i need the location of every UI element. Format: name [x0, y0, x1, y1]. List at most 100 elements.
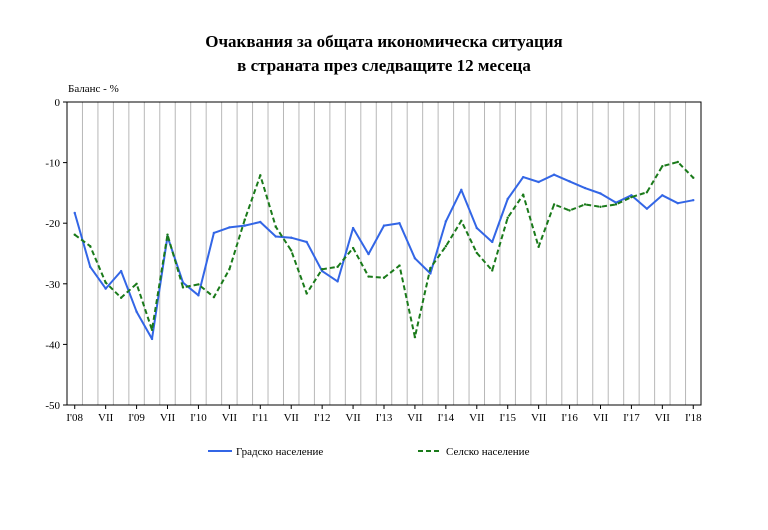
x-tick-label: I'15	[499, 412, 516, 424]
series-line-rural	[74, 161, 695, 339]
data-point-rural	[661, 165, 664, 168]
data-point-urban	[429, 272, 432, 275]
data-point-urban	[367, 252, 370, 256]
legend-label-rural: Селско население	[446, 446, 530, 458]
data-point-rural	[119, 296, 123, 299]
y-tick-label: -20	[45, 218, 60, 230]
data-point-rural	[692, 176, 695, 179]
x-tick-label: I'13	[376, 412, 393, 424]
x-axis: I'08 VII I'09 VII I'10 VII I'11 VII I'12 VII I'13 V…	[66, 405, 702, 424]
data-point-urban	[243, 224, 247, 227]
data-point-rural	[506, 216, 509, 219]
x-tick-label: VII	[222, 412, 238, 424]
x-tick-label: I'12	[314, 412, 331, 424]
legend: Градско население Селско население	[208, 446, 530, 458]
data-point-rural	[228, 268, 231, 271]
data-point-urban	[413, 257, 417, 260]
data-point-rural	[243, 218, 247, 221]
data-point-urban	[104, 287, 107, 290]
x-tick-label: VII	[655, 412, 671, 424]
x-tick-label: VII	[531, 412, 547, 424]
data-point-urban	[444, 220, 448, 223]
x-tick-label: VII	[407, 412, 423, 424]
y-tick-label: -10	[45, 158, 60, 170]
data-point-urban	[259, 220, 262, 224]
data-point-rural	[367, 275, 370, 278]
data-point-rural	[166, 233, 169, 236]
data-point-urban	[351, 226, 355, 230]
data-point-urban	[661, 194, 664, 197]
data-point-rural	[88, 245, 92, 248]
y-tick-label: -30	[45, 279, 60, 291]
data-point-urban	[336, 280, 339, 283]
data-point-rural	[537, 245, 540, 249]
chart-title-line2: в страната през следващите 12 месеца	[237, 56, 531, 75]
data-point-urban	[506, 197, 509, 201]
x-tick-label: VII	[469, 412, 485, 424]
series-layer	[73, 160, 695, 341]
chart-title-line1: Очаквания за общата икономическа ситуаци…	[205, 32, 563, 51]
data-point-rural	[444, 245, 448, 248]
data-point-urban	[73, 211, 76, 215]
x-tick-label: I'18	[685, 412, 702, 424]
data-point-urban	[460, 188, 463, 192]
data-point-rural	[552, 203, 556, 206]
x-tick-label: I'10	[190, 412, 207, 424]
x-tick-label: I'11	[252, 412, 268, 424]
x-tick-label: I'14	[438, 412, 455, 424]
series-line-urban	[73, 173, 694, 340]
data-point-rural	[614, 203, 618, 206]
data-point-urban	[135, 310, 138, 313]
data-point-rural	[259, 174, 262, 177]
x-tick-label: I'16	[561, 412, 578, 424]
data-point-urban	[475, 226, 478, 230]
y-tick-label: 0	[55, 97, 61, 109]
data-point-urban	[274, 235, 277, 238]
data-point-rural	[583, 203, 587, 206]
x-tick-label: I'08	[66, 412, 83, 424]
data-point-urban	[521, 175, 525, 179]
data-point-rural	[197, 283, 200, 286]
data-point-rural	[521, 193, 525, 196]
data-point-rural	[135, 282, 138, 285]
data-point-urban	[228, 226, 231, 229]
data-point-urban	[552, 173, 556, 176]
data-point-urban	[305, 240, 308, 244]
legend-label-urban: Градско население	[236, 446, 323, 458]
data-point-urban	[599, 192, 602, 195]
data-point-urban	[614, 201, 618, 204]
data-point-urban	[583, 186, 587, 190]
data-point-rural	[413, 335, 417, 339]
x-tick-label: VII	[593, 412, 609, 424]
y-tick-label: -50	[45, 400, 60, 412]
data-point-rural	[599, 205, 602, 209]
data-point-rural	[630, 195, 633, 199]
data-point-urban	[119, 269, 123, 273]
x-tick-label: VII	[284, 412, 300, 424]
data-point-rural	[274, 225, 277, 229]
data-point-urban	[692, 198, 695, 202]
data-point-rural	[181, 286, 185, 289]
data-point-urban	[491, 240, 494, 244]
data-point-rural	[351, 246, 355, 250]
data-point-rural	[568, 209, 571, 212]
data-point-rural	[305, 292, 308, 295]
x-tick-label: VII	[345, 412, 361, 424]
x-tick-label: VII	[160, 412, 176, 424]
data-point-rural	[320, 268, 324, 271]
data-point-rural	[104, 281, 107, 284]
data-point-rural	[676, 160, 680, 164]
data-point-urban	[382, 224, 386, 227]
x-tick-label: I'09	[128, 412, 145, 424]
data-point-urban	[676, 202, 680, 205]
grid-lines	[81, 102, 687, 405]
data-point-urban	[320, 269, 324, 273]
data-point-urban	[150, 337, 154, 341]
data-point-rural	[475, 251, 478, 255]
data-point-urban	[88, 265, 92, 269]
y-tick-label: -40	[45, 339, 60, 351]
data-point-urban	[290, 236, 293, 239]
data-point-rural	[336, 265, 339, 269]
y-axis: 0 -10 -20 -30 -40 -50	[45, 97, 67, 412]
